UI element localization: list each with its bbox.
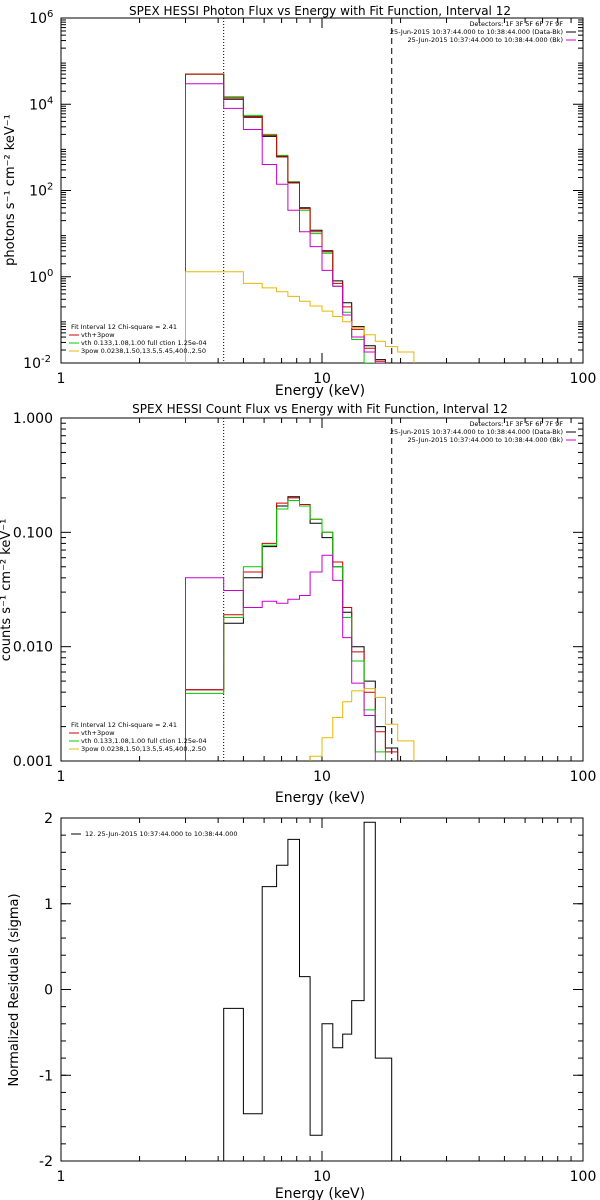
photon-flux-y-tick-label: 10	[29, 184, 47, 200]
residuals-y-tick-label: -2	[39, 1154, 53, 1170]
count-flux-legend-entry: 25-Jun-2015 10:37:44.000 to 10:38:44.000…	[390, 428, 563, 436]
photon-flux-range-markers	[223, 18, 393, 363]
photon-flux-legend-entry: vth+3pow	[81, 331, 115, 339]
count-flux-x-tick-label: 1	[57, 769, 66, 785]
photon-flux-x-tick-label: 1	[57, 371, 66, 387]
count-flux-legend-entry: vth 0.133,1.08,1.00 full ction 1.25e-04	[81, 737, 207, 745]
photon-flux-series-3-line	[185, 83, 386, 363]
residuals-line	[223, 821, 393, 1161]
photon-flux-y-tick-exponent: -2	[41, 354, 51, 365]
photon-flux-legend-entry: vth 0.133,1.08,1.00 full ction 1.25e-04	[81, 339, 207, 347]
residuals-legend-entry: 12. 25-Jun-2015 10:37:44.000 to 10:38:44…	[85, 830, 237, 838]
count-flux-x-tick-label: 10	[313, 769, 331, 785]
residuals-x-tick-label: 1	[57, 1169, 66, 1185]
count-flux-series-0-line	[185, 496, 399, 761]
photon-flux-y-tick-exponent: 0	[47, 268, 53, 279]
count-flux-y-tick-label: 0.001	[13, 754, 53, 770]
count-flux-title: SPEX HESSI Count Flux vs Energy with Fit…	[132, 402, 508, 416]
count-flux-y-axis-label: counts s⁻¹ cm⁻² keV⁻¹	[0, 519, 14, 662]
residuals-x-tick-label: 10	[313, 1169, 331, 1185]
count-flux-legend-entry: 3pow 0.0238,1.50,13.5,5.45,400.,2.50	[81, 745, 206, 753]
count-flux-x-tick-label: 100	[570, 769, 597, 785]
residuals-x-axis-label: Energy (keV)	[275, 1186, 365, 1200]
photon-flux-x-axis-label: Energy (keV)	[275, 383, 365, 399]
photon-flux-x-tick-label: 100	[570, 371, 597, 387]
count-flux-series-4-line	[309, 688, 415, 761]
residuals-panel: Energy (keV) Normalized Residuals (sigma…	[7, 811, 596, 1200]
photon-flux-series-2-line	[185, 73, 386, 363]
photon-flux-legend-entry: 25-Jun-2015 10:37:44.000 to 10:38:44.000…	[408, 36, 563, 44]
count-flux-series-1-line	[185, 497, 399, 761]
photon-flux-legend-entry: Fit Interval 12 Chi-square = 2.41	[71, 323, 177, 331]
photon-flux-y-tick-exponent: 2	[47, 182, 53, 193]
photon-flux-panel: SPEX HESSI Photon Flux vs Energy with Fi…	[3, 4, 596, 399]
count-flux-legend-entry: Detectors: 1F 3F 5F 6F 7F 9F	[469, 420, 563, 428]
count-flux-y-tick-label: 0.100	[13, 525, 53, 541]
photon-flux-series-1-line	[185, 73, 376, 363]
photon-flux-series	[185, 73, 415, 363]
photon-flux-y-tick-exponent: 6	[47, 9, 53, 20]
count-flux-x-axis-label: Energy (keV)	[275, 790, 365, 806]
residuals-y-tick-label: 0	[44, 983, 53, 999]
count-flux-series-2-line	[185, 500, 386, 761]
photon-flux-title: SPEX HESSI Photon Flux vs Energy with Fi…	[129, 4, 511, 18]
photon-flux-series-0-line	[185, 73, 386, 363]
count-flux-legend-top-right: Detectors: 1F 3F 5F 6F 7F 9F25-Jun-2015 …	[390, 420, 576, 444]
count-flux-y-tick-label: 1.000	[13, 411, 53, 427]
residuals-x-tick-label: 100	[570, 1169, 597, 1185]
residuals-y-axis-label: Normalized Residuals (sigma)	[7, 893, 22, 1086]
photon-flux-series-4-line	[185, 271, 415, 363]
count-flux-axes: 1 10 100 1.000 0.100 0.010 0.001	[13, 411, 596, 785]
photon-flux-x-tick-label: 10	[313, 371, 331, 387]
count-flux-panel: SPEX HESSI Count Flux vs Energy with Fit…	[0, 402, 596, 806]
photon-flux-y-tick-exponent: 4	[47, 95, 53, 106]
residuals-y-tick-label: 1	[44, 897, 53, 913]
photon-flux-legend-bottom-left: Fit Interval 12 Chi-square = 2.41vth+3po…	[69, 323, 207, 355]
count-flux-legend-entry: vth+3pow	[81, 729, 115, 737]
residuals-series	[223, 821, 393, 1161]
photon-flux-y-tick-label: 10	[23, 356, 41, 372]
count-flux-legend-entry: Fit Interval 12 Chi-square = 2.41	[71, 721, 177, 729]
photon-flux-y-tick-label: 10	[29, 270, 47, 286]
residuals-y-tick-label: 2	[44, 811, 53, 827]
count-flux-series-3-line	[185, 554, 376, 761]
count-flux-legend-bottom-left: Fit Interval 12 Chi-square = 2.41vth+3po…	[69, 721, 207, 753]
photon-flux-legend-entry: 3pow 0.0238,1.50,13.5,5.45,400.,2.50	[81, 347, 206, 355]
residuals-legend: 12. 25-Jun-2015 10:37:44.000 to 10:38:44…	[71, 830, 237, 838]
count-flux-plot-frame	[60, 417, 584, 762]
count-flux-legend-entry: 25-Jun-2015 10:37:44.000 to 10:38:44.000…	[408, 436, 563, 444]
photon-flux-y-axis-label: photons s⁻¹ cm⁻² keV⁻¹	[3, 114, 18, 266]
count-flux-y-tick-label: 0.010	[13, 640, 53, 656]
photon-flux-legend-top-right: Detectors: 1F 3F 5F 6F 7F 9F25-Jun-2015 …	[390, 20, 576, 44]
photon-flux-y-tick-label: 10	[29, 11, 47, 27]
photon-flux-legend-entry: 25-Jun-2015 10:37:44.000 to 10:38:44.000…	[390, 28, 563, 36]
photon-flux-y-tick-label: 10	[29, 97, 47, 113]
count-flux-series	[185, 496, 415, 761]
residuals-y-tick-label: -1	[39, 1068, 53, 1084]
photon-flux-legend-entry: Detectors: 1F 3F 5F 6F 7F 9F	[469, 20, 563, 28]
